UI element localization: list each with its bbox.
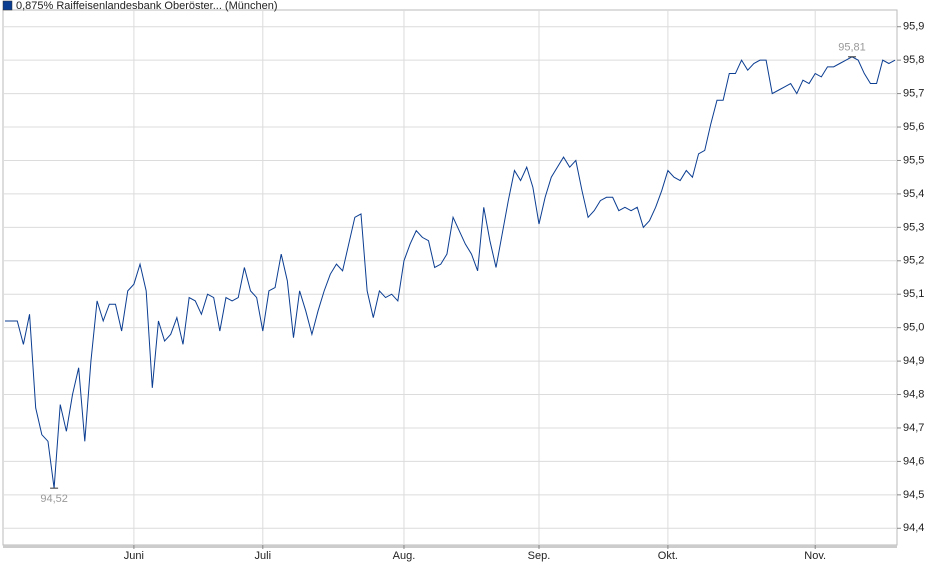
y-tick-label: 95,3 xyxy=(903,221,924,233)
legend-label: 0,875% Raiffeisenlandesbank Oberöster...… xyxy=(16,0,278,12)
y-tick-label: 95,7 xyxy=(903,88,924,100)
y-tick-label: 95,8 xyxy=(903,54,924,66)
legend-swatch xyxy=(2,0,13,11)
y-tick-label: 95,9 xyxy=(903,21,924,33)
x-tick-label: Aug. xyxy=(393,550,416,562)
y-tick-label: 95,2 xyxy=(903,255,924,267)
y-tick-label: 95,4 xyxy=(903,188,924,200)
y-tick-label: 94,9 xyxy=(903,355,924,367)
min-label: 94,52 xyxy=(40,493,68,505)
x-axis-bar xyxy=(3,545,897,548)
x-tick-label: Juli xyxy=(255,550,272,562)
x-tick-label: Sep. xyxy=(528,550,551,562)
y-tick-label: 94,6 xyxy=(903,455,924,467)
y-tick-label: 94,8 xyxy=(903,388,924,400)
line-series xyxy=(5,56,896,489)
x-tick-label: Okt. xyxy=(658,550,678,562)
x-tick-label: Juni xyxy=(124,550,144,562)
plot-frame xyxy=(2,9,898,546)
y-tick-label: 94,4 xyxy=(903,522,924,534)
y-tick-label: 95,6 xyxy=(903,121,924,133)
max-label: 95,81 xyxy=(838,42,866,54)
y-tick-label: 95,5 xyxy=(903,154,924,166)
x-tick-label: Nov. xyxy=(804,550,826,562)
y-tick-label: 94,7 xyxy=(903,422,924,434)
y-tick-label: 94,5 xyxy=(903,489,924,501)
y-tick-label: 95,0 xyxy=(903,322,924,334)
y-tick-label: 95,1 xyxy=(903,288,924,300)
